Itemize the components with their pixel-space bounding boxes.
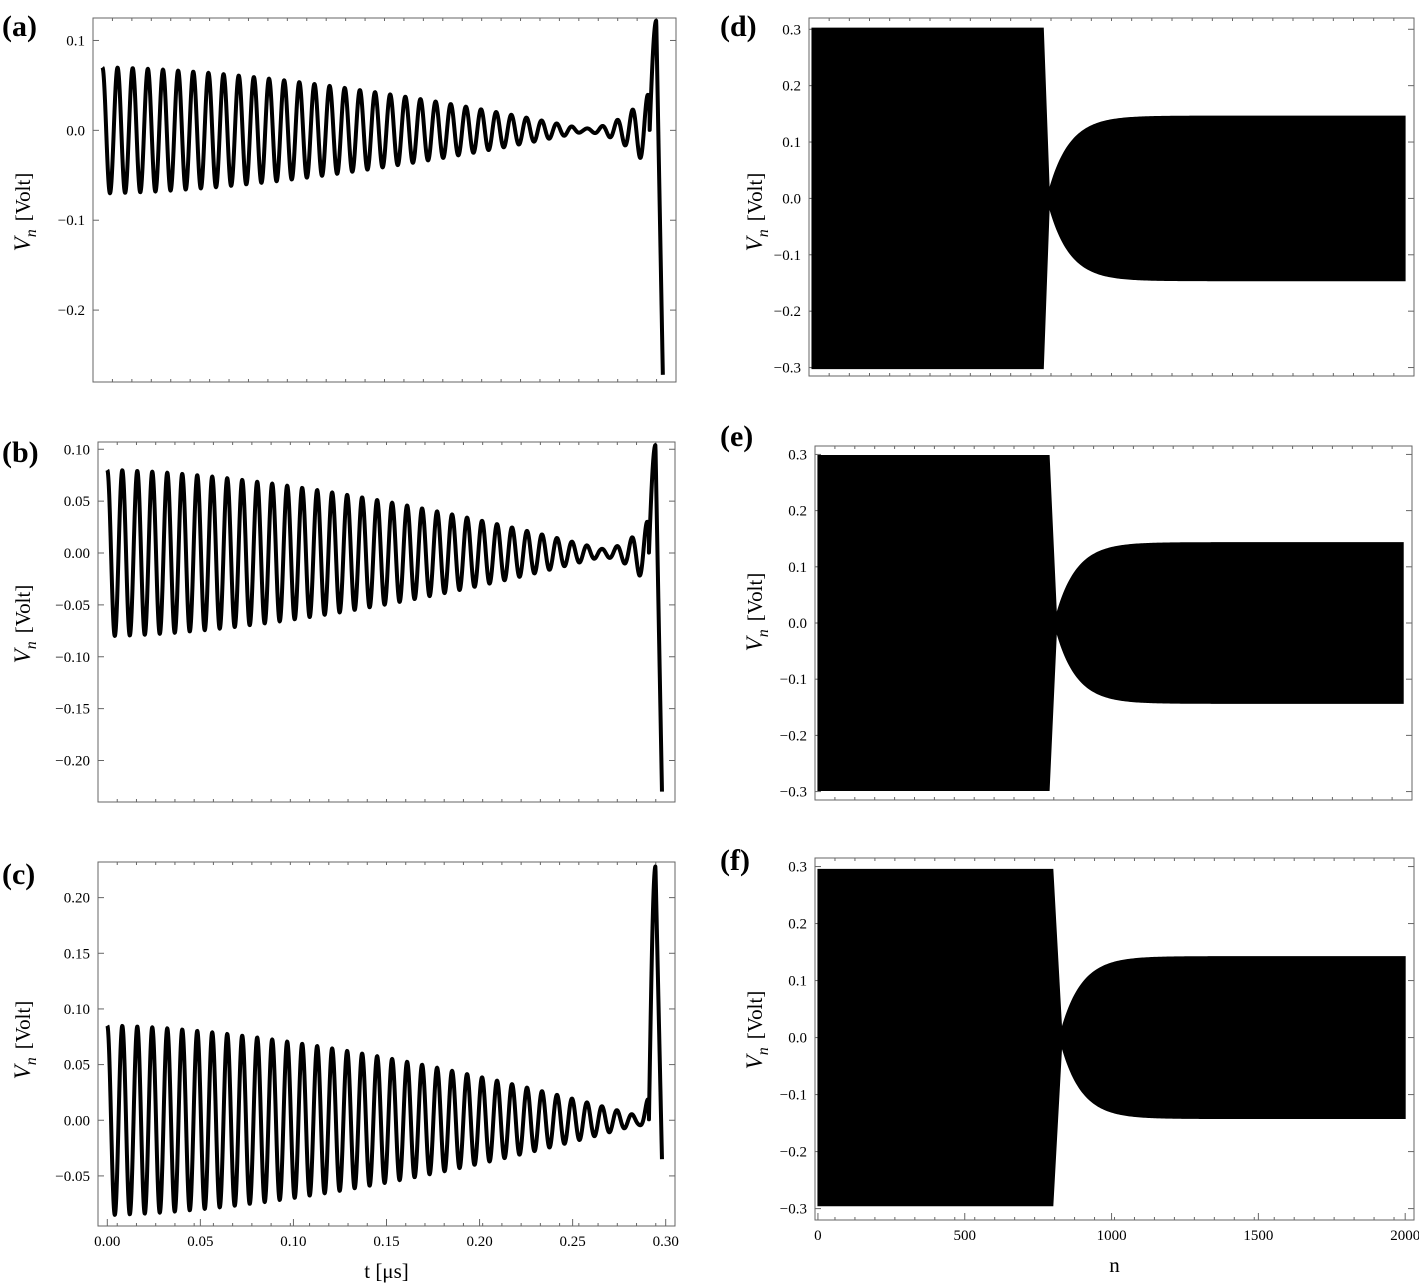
y-axis-label: Vn[Volt] bbox=[742, 173, 772, 252]
y-tick-label: −0.1 bbox=[58, 213, 85, 229]
y-tick-label: −0.2 bbox=[58, 303, 85, 319]
signal-line bbox=[100, 18, 665, 375]
panel-b: 0.10 0.05 0.00 −0.05 −0.10 −0.15 −0.20 (b) Vn[Vo… bbox=[2, 436, 676, 803]
panel-label: (a) bbox=[2, 10, 37, 43]
x-tick-label: 0.25 bbox=[560, 1234, 586, 1250]
x-tick-label: 2000 bbox=[1390, 1228, 1419, 1244]
panel-label: (d) bbox=[720, 10, 757, 43]
y-tick-label: 0.3 bbox=[788, 860, 807, 876]
y-tick-label: 0.00 bbox=[64, 1113, 90, 1129]
signal-line bbox=[105, 443, 664, 792]
panel-d: 0.3 0.2 0.1 0.0 −0.1 −0.2 −0.3 (d) Vn[Volt] bbox=[720, 10, 1415, 377]
signal-envelope bbox=[817, 868, 1406, 1207]
y-tick-label: 0.05 bbox=[64, 1058, 90, 1074]
y-tick-label: −0.20 bbox=[55, 754, 90, 770]
y-tick-label: −0.1 bbox=[774, 248, 801, 264]
y-tick-label: −0.15 bbox=[55, 702, 90, 718]
y-tick-label: −0.2 bbox=[780, 1145, 807, 1161]
y-tick-label: 0.10 bbox=[64, 442, 90, 458]
panel-e: 0.3 0.2 0.1 0.0 −0.1 −0.2 −0.3 (e) Vn[Volt] bbox=[720, 420, 1413, 801]
y-tick-label: 0.1 bbox=[782, 135, 801, 151]
y-tick-label: 0.2 bbox=[788, 504, 807, 520]
y-tick-label: 0.00 bbox=[64, 546, 90, 562]
y-axis-label: Vn[Volt] bbox=[10, 585, 40, 664]
y-tick-label: −0.1 bbox=[780, 1088, 807, 1104]
x-axis-label: t [μs] bbox=[364, 1259, 409, 1283]
y-tick-label: −0.3 bbox=[774, 361, 801, 377]
y-axis-label: Vn[Volt] bbox=[10, 173, 40, 252]
x-tick-label: 500 bbox=[954, 1228, 977, 1244]
x-tick-label: 0.05 bbox=[187, 1234, 213, 1250]
x-tick-label: 0.30 bbox=[653, 1234, 679, 1250]
signal-envelope bbox=[817, 455, 1404, 791]
x-axis-label: n bbox=[1109, 1253, 1120, 1277]
x-tick-label: 0 bbox=[814, 1228, 822, 1244]
panel-f: 0.3 0.2 0.1 0.0 −0.1 −0.2 −0.3 0 500 1000 1500 2000… bbox=[720, 844, 1419, 1277]
y-tick-label: 0.1 bbox=[788, 560, 807, 576]
y-tick-label: 0.2 bbox=[788, 917, 807, 933]
y-tick-label: −0.2 bbox=[780, 728, 807, 744]
x-tick-label: 0.20 bbox=[466, 1234, 492, 1250]
y-tick-label: 0.1 bbox=[788, 974, 807, 990]
y-tick-label: 0.15 bbox=[64, 946, 90, 962]
panel-a: 0.1 0.0 −0.1 −0.2 (a) Vn[Volt] bbox=[2, 10, 677, 383]
panel-c: 0.20 0.15 0.10 0.05 0.00 −0.05 0.00 0.05 0.10 0.1… bbox=[2, 858, 679, 1283]
y-tick-label: 0.20 bbox=[64, 891, 90, 907]
y-tick-label: 0.0 bbox=[66, 123, 85, 139]
y-tick-label: −0.05 bbox=[55, 1169, 90, 1185]
x-tick-label: 0.15 bbox=[373, 1234, 399, 1250]
y-tick-label: 0.0 bbox=[788, 1031, 807, 1047]
y-tick-label: 0.3 bbox=[788, 447, 807, 463]
y-tick-label: −0.3 bbox=[780, 785, 807, 801]
x-tick-label: 1000 bbox=[1097, 1228, 1127, 1244]
y-tick-label: −0.3 bbox=[780, 1202, 807, 1218]
x-tick-label: 0.00 bbox=[94, 1234, 120, 1250]
y-tick-label: 0.0 bbox=[782, 191, 801, 207]
y-axis-label: Vn[Volt] bbox=[10, 1001, 40, 1080]
panel-label: (b) bbox=[2, 436, 39, 469]
y-tick-label: −0.10 bbox=[55, 650, 90, 666]
y-tick-label: 0.1 bbox=[66, 33, 85, 49]
y-tick-label: −0.1 bbox=[780, 672, 807, 688]
y-tick-label: 0.10 bbox=[64, 1002, 90, 1018]
x-tick-label: 1500 bbox=[1243, 1228, 1273, 1244]
x-tick-label: 0.10 bbox=[280, 1234, 306, 1250]
panel-label: (e) bbox=[720, 420, 753, 453]
y-tick-label: 0.2 bbox=[782, 79, 801, 95]
signal-envelope bbox=[811, 27, 1406, 370]
panel-label: (f) bbox=[720, 844, 750, 877]
y-tick-label: 0.0 bbox=[788, 616, 807, 632]
panel-label: (c) bbox=[2, 858, 35, 891]
y-tick-label: −0.2 bbox=[774, 304, 801, 320]
signal-line bbox=[105, 864, 664, 1217]
y-tick-label: −0.05 bbox=[55, 598, 90, 614]
y-axis-label: Vn[Volt] bbox=[742, 991, 772, 1070]
y-axis-label: Vn[Volt] bbox=[742, 573, 772, 652]
y-tick-label: 0.3 bbox=[782, 22, 801, 38]
y-tick-label: 0.05 bbox=[64, 494, 90, 510]
